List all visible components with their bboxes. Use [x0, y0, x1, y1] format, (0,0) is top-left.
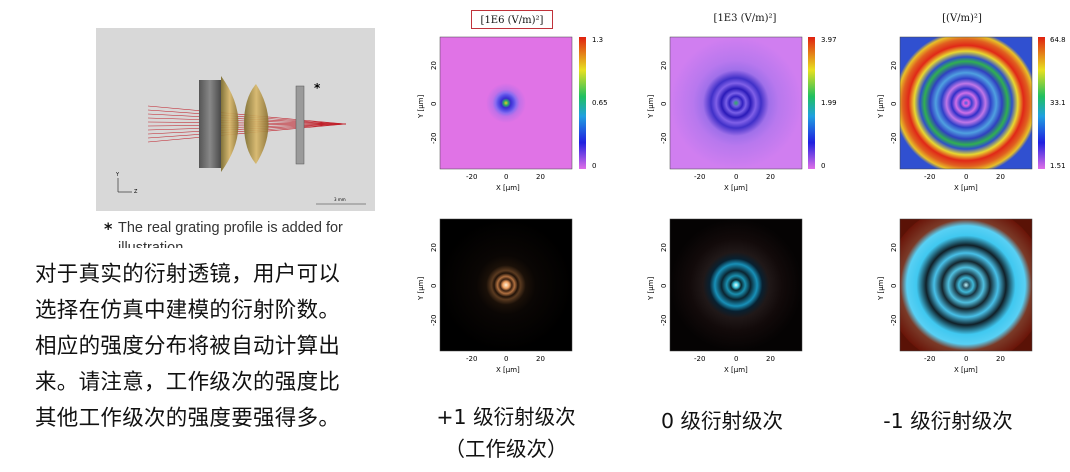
description-line: 来。请注意，工作级次的强度比 [35, 370, 341, 395]
description-line: 其他工作级次的强度要强得多。 [35, 406, 341, 431]
y-axis-label: Y [µm] [877, 94, 885, 119]
description-paragraph: 对于真实的衍射透镜，用户可以 选择在仿真中建模的衍射阶数。 相应的强度分布将被自… [35, 257, 395, 437]
x-axis-label: X [µm] [724, 184, 748, 192]
y-tick: 0 [890, 102, 898, 106]
colorbar-max: 64.8 [1050, 36, 1066, 44]
lens-2 [244, 84, 269, 164]
svg-text:Z: Z [134, 189, 138, 195]
y-tick: -20 [890, 315, 898, 326]
x-tick: 20 [996, 355, 1005, 363]
svg-text:Y: Y [115, 172, 120, 178]
x-tick: -20 [694, 173, 705, 181]
description-line: 对于真实的衍射透镜，用户可以 [35, 262, 341, 287]
x-tick: 20 [766, 355, 775, 363]
x-tick: -20 [466, 173, 477, 181]
x-tick: -20 [924, 173, 935, 181]
intensity-map-minus1: 64.8 33.1 1.51 -20 0 20 X [µm] Y [µm] 20… [877, 36, 1066, 192]
footnote-text-cut: illustration [118, 240, 184, 248]
x-tick: 20 [996, 173, 1005, 181]
x-tick: 0 [964, 173, 968, 181]
x-axis-label: X [µm] [954, 184, 978, 192]
plot-title-zero: [1E3 (V/m)²] [713, 13, 777, 24]
x-axis-label: X [µm] [496, 184, 520, 192]
svg-text:3 mm: 3 mm [334, 197, 346, 202]
description-line: 相应的强度分布将被自动计算出 [35, 334, 341, 359]
y-tick: 0 [430, 284, 438, 288]
y-axis-label: Y [µm] [417, 94, 425, 119]
x-axis-label: X [µm] [954, 366, 978, 374]
x-tick: -20 [466, 355, 477, 363]
description-line: 选择在仿真中建模的衍射阶数。 [35, 298, 341, 323]
y-axis-label: Y [µm] [647, 276, 655, 301]
y-tick: -20 [430, 133, 438, 144]
caption-zero-order: 0 级衍射级次 [660, 409, 784, 433]
colorbar-mid: 33.1 [1050, 99, 1066, 107]
intensity-map-zero: 3.97 1.99 0 -20 0 20 X [µm] Y [µm] 20 0 … [647, 36, 837, 192]
intensity-map-plus1: 1.3 0.65 0 -20 0 20 X [µm] Y [µm] 20 0 -… [417, 36, 608, 192]
colorbar-mid: 0.65 [592, 99, 608, 107]
y-tick: 20 [660, 61, 668, 70]
plot-title-plus1: [1E6 (V/m)²] [471, 10, 553, 29]
y-tick: 0 [890, 284, 898, 288]
colorbar-max: 3.97 [821, 36, 837, 44]
caption-plus1-order: +1 级衍射级次 [436, 405, 576, 429]
color-map-zero: -20 0 20 X [µm] Y [µm] 20 0 -20 [647, 218, 803, 374]
x-tick: 20 [766, 173, 775, 181]
footnote-star: * [104, 219, 113, 238]
x-tick: 20 [536, 173, 545, 181]
y-tick: 20 [660, 243, 668, 252]
x-axis-label: X [µm] [724, 366, 748, 374]
x-tick: 0 [504, 173, 508, 181]
optical-system-schematic: * Y Z 3 mm [96, 28, 375, 211]
y-tick: -20 [660, 133, 668, 144]
x-tick: -20 [694, 355, 705, 363]
plot-title-minus1: [(V/m)²] [942, 13, 982, 24]
caption-working-order: （工作级次） [444, 437, 568, 461]
y-tick: 20 [890, 243, 898, 252]
x-tick: -20 [924, 355, 935, 363]
y-tick: 0 [430, 102, 438, 106]
glass-block [199, 80, 221, 168]
y-tick: 0 [660, 284, 668, 288]
y-tick: -20 [890, 133, 898, 144]
color-map-plus1: -20 0 20 X [µm] Y [µm] 20 0 -20 [417, 218, 573, 374]
svg-text:*: * [314, 81, 321, 95]
colorbar-min: 1.51 [1050, 162, 1066, 170]
caption-minus1-order: -1 级衍射级次 [883, 409, 1013, 433]
x-tick: 0 [504, 355, 508, 363]
footnote-text: The real grating profile is added for [118, 220, 343, 236]
x-tick: 0 [964, 355, 968, 363]
x-tick: 0 [734, 355, 738, 363]
y-axis-label: Y [µm] [417, 276, 425, 301]
lens-1 [221, 76, 239, 172]
y-tick: 20 [430, 61, 438, 70]
y-tick: 20 [890, 61, 898, 70]
y-tick: -20 [430, 315, 438, 326]
color-map-minus1: -20 0 20 X [µm] Y [µm] 20 0 -20 [877, 218, 1033, 374]
x-tick: 0 [734, 173, 738, 181]
colorbar-min: 0 [592, 162, 596, 170]
axis-triad [117, 178, 132, 193]
x-axis-label: X [µm] [496, 366, 520, 374]
y-tick: 0 [660, 102, 668, 106]
y-axis-label: Y [µm] [647, 94, 655, 119]
colorbar-mid: 1.99 [821, 99, 837, 107]
y-tick: 20 [430, 243, 438, 252]
y-tick: -20 [660, 315, 668, 326]
y-axis-label: Y [µm] [877, 276, 885, 301]
x-tick: 20 [536, 355, 545, 363]
colorbar-min: 0 [821, 162, 825, 170]
grating [295, 85, 305, 165]
colorbar-max: 1.3 [592, 36, 603, 44]
